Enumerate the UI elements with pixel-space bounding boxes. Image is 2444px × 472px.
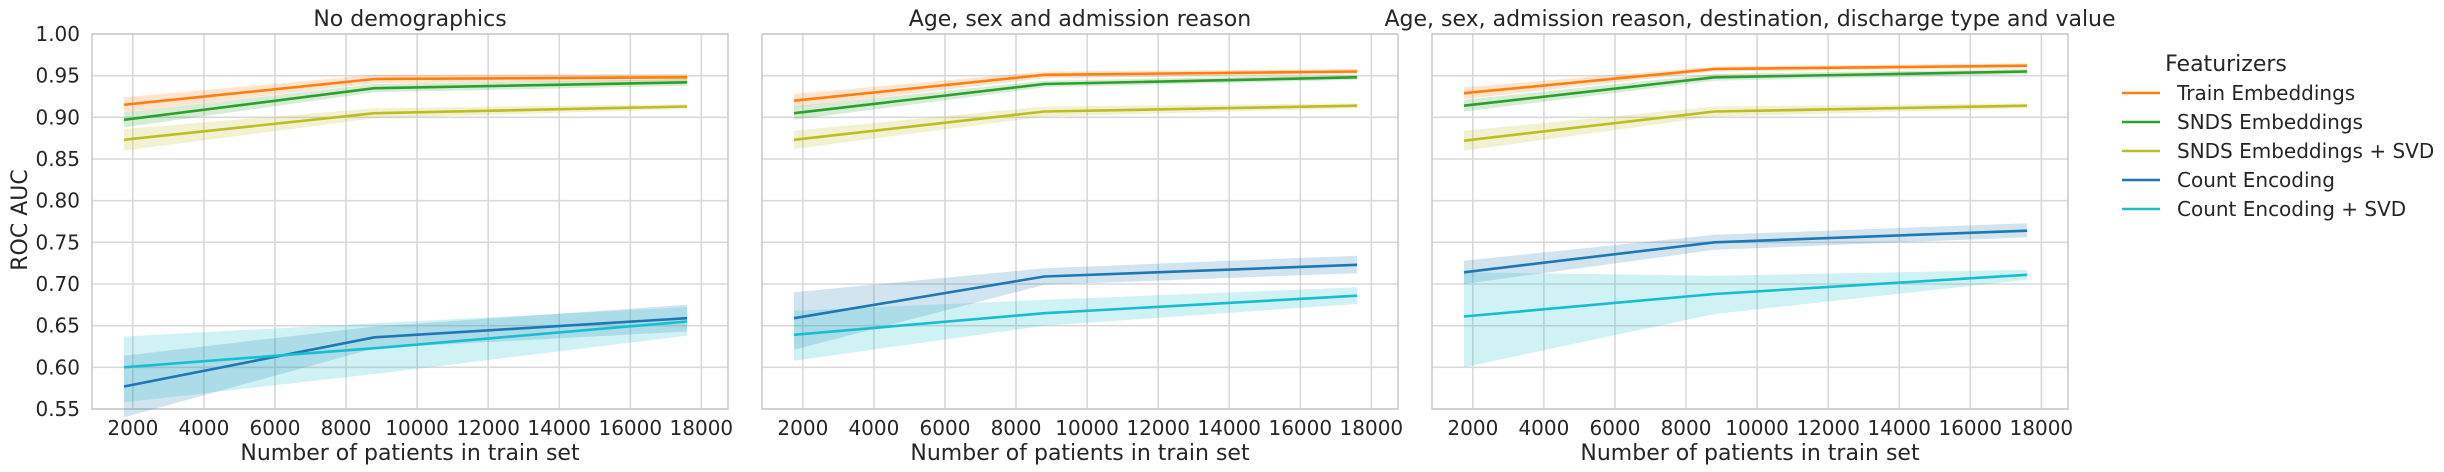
y-tick-label: 0.70	[35, 272, 80, 296]
y-tick-label: 0.75	[35, 230, 80, 254]
x-tick-label: 18000	[2010, 416, 2074, 440]
x-tick-label: 16000	[598, 416, 662, 440]
x-tick-label: 6000	[1590, 416, 1641, 440]
x-axis-label: Number of patients in train set	[240, 441, 580, 466]
legend-item-label: SNDS Embeddings	[2177, 110, 2363, 134]
x-tick-label: 14000	[527, 416, 591, 440]
legend-item-label: Train Embeddings	[2176, 81, 2355, 105]
panel-title: Age, sex, admission reason, destination,…	[1384, 7, 2115, 32]
x-tick-label: 4000	[1518, 416, 1569, 440]
confidence-band-4	[794, 255, 1358, 350]
x-tick-label: 18000	[670, 416, 734, 440]
y-tick-label: 0.60	[35, 355, 80, 379]
panel-frame	[1431, 33, 2069, 410]
legend-item-label: Count Encoding	[2177, 168, 2335, 192]
x-tick-label: 14000	[1867, 416, 1931, 440]
x-tick-label: 4000	[178, 416, 229, 440]
y-tick-label: 0.95	[35, 64, 80, 88]
x-tick-label: 14000	[1197, 416, 1261, 440]
x-tick-label: 10000	[385, 416, 449, 440]
y-tick-label: 0.90	[35, 105, 80, 129]
confidence-band-4	[1464, 223, 2028, 284]
y-axis-label: ROC AUC	[8, 169, 33, 270]
y-tick-label: 0.80	[35, 189, 80, 213]
x-axis-label: Number of patients in train set	[910, 441, 1250, 466]
x-tick-label: 18000	[1340, 416, 1404, 440]
panel-frame	[761, 33, 1399, 410]
legend-items: Train Embeddings SNDS Embeddings SNDS Embe…	[2122, 81, 2434, 221]
x-tick-label: 8000	[991, 416, 1042, 440]
y-tick-label: 0.85	[35, 147, 80, 171]
x-tick-label: 12000	[456, 416, 520, 440]
x-tick-label: 16000	[1268, 416, 1332, 440]
x-tick-label: 10000	[1725, 416, 1789, 440]
x-tick-label: 6000	[250, 416, 301, 440]
x-tick-label: 16000	[1938, 416, 2002, 440]
y-tick-label: 0.65	[35, 314, 80, 338]
y-tick-label: 0.55	[35, 397, 80, 421]
x-tick-label: 2000	[1447, 416, 1498, 440]
confidence-band-2	[124, 79, 688, 128]
legend-title: Featurizers	[2165, 52, 2287, 77]
x-tick-label: 10000	[1055, 416, 1119, 440]
panels-group: 2000 4000 6000 8000 10000 12000 14000 16000 1800…	[35, 7, 2115, 466]
panel-3: 2000 4000 6000 8000 10000 12000 14000 16000 1800…	[1384, 7, 2115, 466]
legend: Featurizers Train Embeddings SNDS Embeddi…	[2122, 52, 2434, 221]
panel-2: 2000 4000 6000 8000 10000 12000 14000 16000 1800…	[761, 7, 1404, 466]
x-tick-label: 4000	[848, 416, 899, 440]
x-tick-label: 8000	[1661, 416, 1712, 440]
x-tick-label: 8000	[321, 416, 372, 440]
legend-item-label: SNDS Embeddings + SVD	[2177, 139, 2434, 163]
x-axis-label: Number of patients in train set	[1580, 441, 1920, 466]
confidence-band-5	[1464, 269, 2028, 368]
x-tick-label: 12000	[1796, 416, 1860, 440]
panel-title: No demographics	[313, 7, 506, 32]
panel-frame	[91, 33, 729, 410]
panel-title: Age, sex and admission reason	[909, 7, 1251, 32]
x-tick-label: 6000	[920, 416, 971, 440]
confidence-band-5	[794, 287, 1358, 361]
panel-1: 2000 4000 6000 8000 10000 12000 14000 16000 1800…	[35, 7, 733, 466]
x-tick-label: 2000	[777, 416, 828, 440]
confidence-band-5	[124, 307, 688, 403]
x-tick-label: 12000	[1126, 416, 1190, 440]
x-tick-label: 2000	[107, 416, 158, 440]
legend-item-label: Count Encoding + SVD	[2177, 197, 2406, 221]
y-tick-label: 1.00	[35, 22, 80, 46]
